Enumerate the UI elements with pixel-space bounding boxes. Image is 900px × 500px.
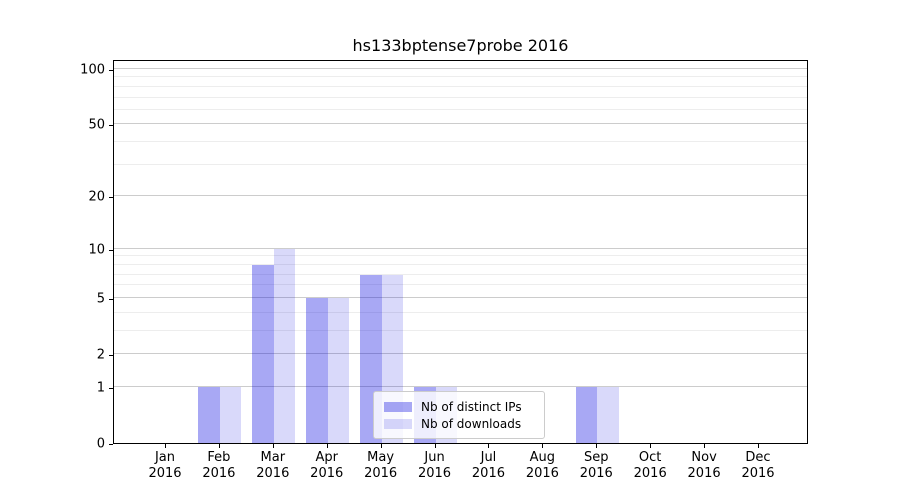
y-tick-label-2: 2	[96, 347, 105, 363]
x-tick	[542, 444, 544, 448]
grid-line-minor	[114, 108, 807, 110]
grid-line-minor	[114, 163, 807, 165]
y-tick	[109, 444, 113, 445]
legend: Nb of distinct IPs Nb of downloads	[373, 391, 545, 439]
grid-line-minor	[114, 96, 807, 98]
grid-line-major	[114, 195, 807, 197]
x-tick-label-dec: Dec 2016	[741, 450, 775, 481]
grid-line-major	[114, 296, 807, 298]
y-tick	[109, 197, 113, 199]
x-tick-label-jan: Jan 2016	[148, 450, 182, 481]
x-tick	[165, 444, 166, 448]
x-tick-label-jul: Jul 2016	[471, 450, 505, 481]
y-tick	[109, 298, 113, 300]
y-tick-label-100: 100	[80, 62, 105, 78]
x-tick	[218, 444, 220, 448]
x-tick-label-apr: Apr 2016	[310, 450, 344, 481]
x-tick	[650, 444, 652, 448]
y-tick-label-20: 20	[88, 189, 105, 205]
grid-line-minor	[114, 273, 807, 275]
grid-line-major	[114, 123, 807, 125]
bar-distinct-ips-feb	[198, 386, 220, 443]
grid-line-minor	[114, 255, 807, 257]
x-tick-label-aug: Aug 2016	[525, 450, 559, 481]
y-tick-label-10: 10	[88, 242, 105, 258]
grid-line-minor	[114, 284, 807, 286]
y-tick	[109, 249, 113, 251]
x-tick	[488, 444, 490, 448]
chart-title: hs133bptense7probe 2016	[352, 36, 569, 55]
x-tick-label-may: May 2016	[364, 450, 398, 481]
y-tick	[109, 70, 113, 71]
plot-area	[113, 60, 808, 444]
y-tick	[109, 354, 113, 356]
x-tick	[326, 444, 328, 448]
y-tick-label-1: 1	[96, 380, 105, 396]
x-tick	[596, 444, 598, 448]
legend-item-distinct-ips: Nb of distinct IPs	[384, 398, 534, 415]
x-tick	[704, 444, 706, 448]
grid-line-minor	[114, 263, 807, 265]
bar-distinct-ips-apr	[306, 297, 328, 443]
y-tick-label-0: 0	[96, 436, 105, 452]
grid-line-minor	[114, 76, 807, 78]
grid-line-major	[114, 352, 807, 354]
y-tick-label-50: 50	[88, 117, 105, 133]
x-tick-label-mar: Mar 2016	[256, 450, 290, 481]
x-tick	[434, 444, 436, 448]
bar-distinct-ips-mar	[252, 264, 274, 443]
bar-downloads-feb	[219, 386, 242, 443]
grid-line-major	[114, 385, 807, 387]
x-tick	[272, 444, 274, 448]
legend-item-downloads: Nb of downloads	[384, 415, 534, 432]
legend-swatch-distinct-ips	[384, 401, 412, 412]
legend-swatch-downloads	[384, 418, 412, 429]
x-tick-label-oct: Oct 2016	[633, 450, 667, 481]
y-tick	[109, 125, 113, 127]
x-tick-label-sep: Sep 2016	[579, 450, 613, 481]
bar-downloads-apr	[327, 297, 350, 443]
grid-line-minor	[114, 329, 807, 331]
grid-line-minor	[114, 311, 807, 313]
y-tick	[109, 387, 113, 389]
bar-downloads-sep	[597, 386, 619, 443]
x-tick-label-jun: Jun 2016	[417, 450, 452, 481]
bar-downloads-mar	[273, 248, 296, 443]
grid-line-major	[114, 68, 807, 69]
legend-label-downloads: Nb of downloads	[421, 416, 522, 431]
grid-line-minor	[114, 141, 807, 143]
legend-label-distinct-ips: Nb of distinct IPs	[421, 399, 522, 414]
x-tick-label-feb: Feb 2016	[202, 450, 236, 481]
y-tick-label-5: 5	[96, 291, 105, 307]
x-tick	[758, 444, 759, 448]
bar-distinct-ips-sep	[575, 386, 598, 443]
x-tick-label-nov: Nov 2016	[687, 450, 721, 481]
x-tick	[380, 444, 382, 448]
grid-line-minor	[114, 85, 807, 87]
grid-line-major	[114, 247, 807, 249]
